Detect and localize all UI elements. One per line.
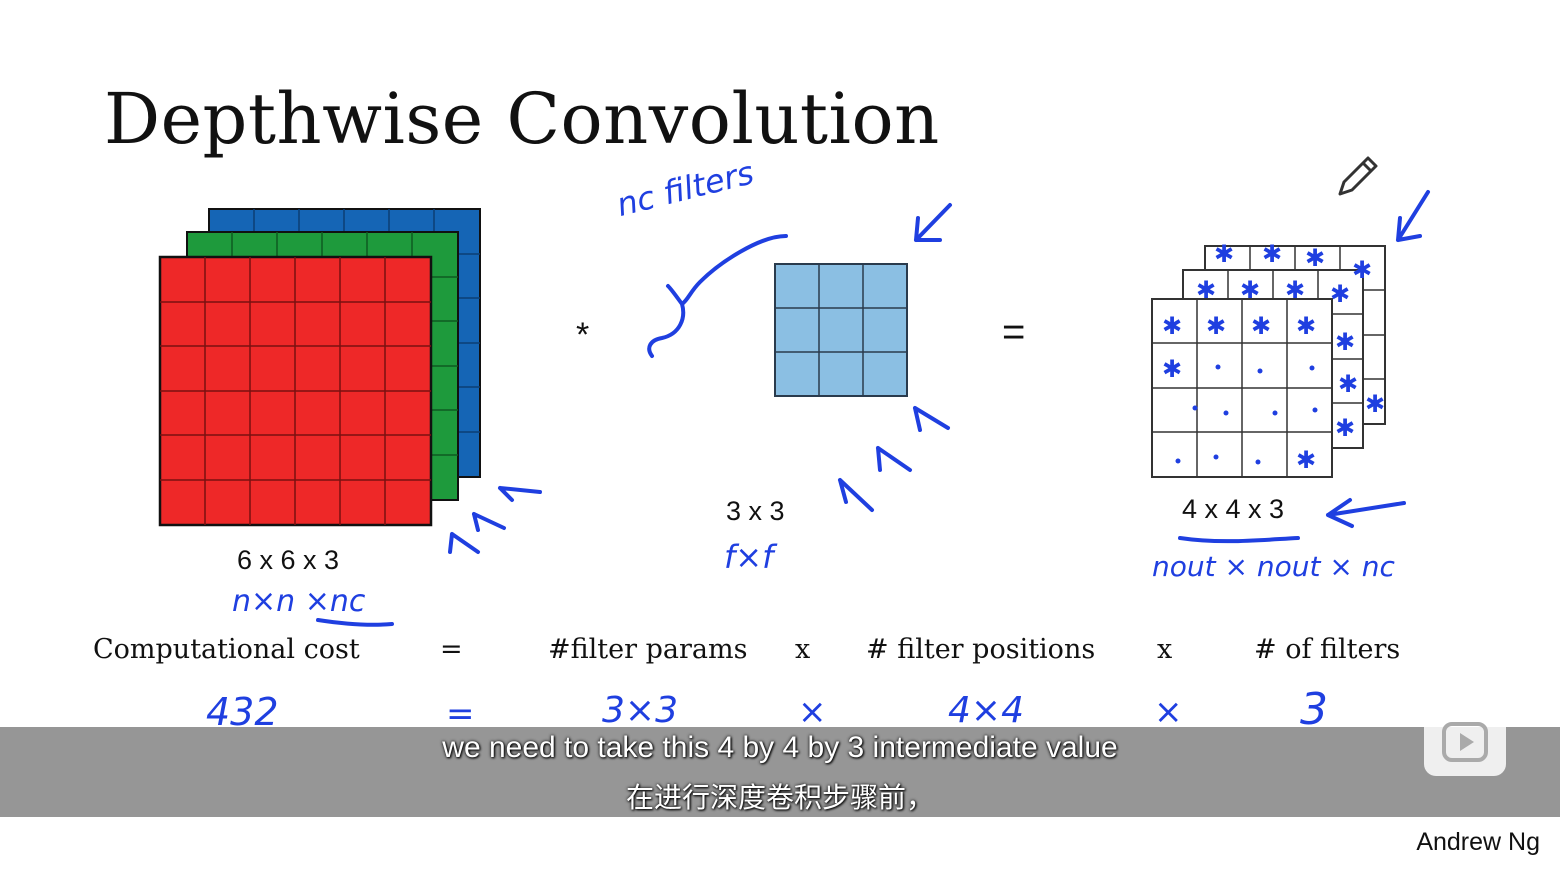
equals-operator: = (1002, 310, 1026, 354)
output-dimension-label: 4 x 4 x 3 (1182, 494, 1285, 524)
svg-text:✱: ✱ (1240, 276, 1260, 304)
cost-term-num-filters: # of filters (1254, 634, 1401, 665)
svg-text:✱: ✱ (1214, 240, 1234, 268)
cost-term-filter-positions: # filter positions (866, 634, 1096, 665)
output-annotation-marks: ✱ ✱ ✱ ✱ ✱✱ ✱ ✱ ✱ ✱ ✱ ✱ ✱ ✱ ✱✱✱ ✱ (1162, 240, 1385, 474)
svg-text:✱: ✱ (1206, 312, 1226, 340)
cost-total-hand: 432 (206, 690, 279, 734)
svg-text:✱: ✱ (1305, 244, 1325, 272)
svg-text:✱: ✱ (1196, 276, 1216, 304)
convolution-operator: * (576, 316, 590, 354)
svg-text:✱: ✱ (1262, 240, 1282, 268)
filter-dimension-label: 3 x 3 (726, 496, 785, 526)
svg-text:✱: ✱ (1335, 414, 1355, 442)
cost-times-2: x (1157, 634, 1173, 665)
svg-text:✱: ✱ (1330, 280, 1350, 308)
input-dimension-label: 6 x 6 x 3 (237, 545, 340, 575)
svg-text:✱: ✱ (1296, 312, 1316, 340)
filter-hand-note: f×f (724, 538, 774, 576)
svg-text:✱: ✱ (1285, 276, 1305, 304)
cost-term-filter-params: #filter params (548, 634, 748, 665)
cost-label: Computational cost (93, 634, 360, 665)
svg-text:✱: ✱ (1365, 390, 1385, 418)
svg-text:✱: ✱ (1296, 446, 1316, 474)
svg-text:✱: ✱ (1162, 355, 1182, 383)
svg-text:✱: ✱ (1352, 256, 1372, 284)
hand-arrows (316, 190, 1430, 627)
input-hand-note: n×n ×nc (232, 584, 366, 619)
cost-v2-hand: 4×4 (948, 690, 1024, 731)
input-channel-red (158, 255, 433, 527)
slide-title: Depthwise Convolution (104, 78, 940, 160)
svg-text:✱: ✱ (1338, 370, 1358, 398)
output-channel-front (1151, 298, 1333, 478)
subtitle-english: we need to take this 4 by 4 by 3 interme… (442, 731, 1118, 764)
subtitle-bar (0, 727, 1560, 817)
diagram-canvas: ✱ ✱ ✱ ✱ ✱✱ ✱ ✱ ✱ ✱ ✱ ✱ ✱ ✱ ✱✱✱ ✱ (158, 190, 1430, 627)
filter-grid (774, 263, 908, 397)
cost-v1-hand: 3×3 (602, 690, 678, 731)
author-credit: Andrew Ng (1416, 828, 1540, 856)
svg-text:✱: ✱ (1162, 312, 1182, 340)
cost-times-1: x (795, 634, 811, 665)
cost-x1-hand: × (798, 692, 827, 732)
cost-x2-hand: × (1154, 692, 1183, 732)
pencil-icon[interactable] (1332, 150, 1384, 202)
svg-text:✱: ✱ (1251, 312, 1271, 340)
cost-v3-hand: 3 (1300, 684, 1328, 735)
subtitle-chinese: 在进行深度卷积步骤前， (625, 781, 934, 814)
play-icon (1442, 722, 1488, 762)
svg-text:✱: ✱ (1335, 328, 1355, 356)
play-button[interactable] (1424, 708, 1506, 776)
output-hand-note: nout × nout × nc (1152, 550, 1395, 583)
cost-equals: = (440, 634, 463, 665)
